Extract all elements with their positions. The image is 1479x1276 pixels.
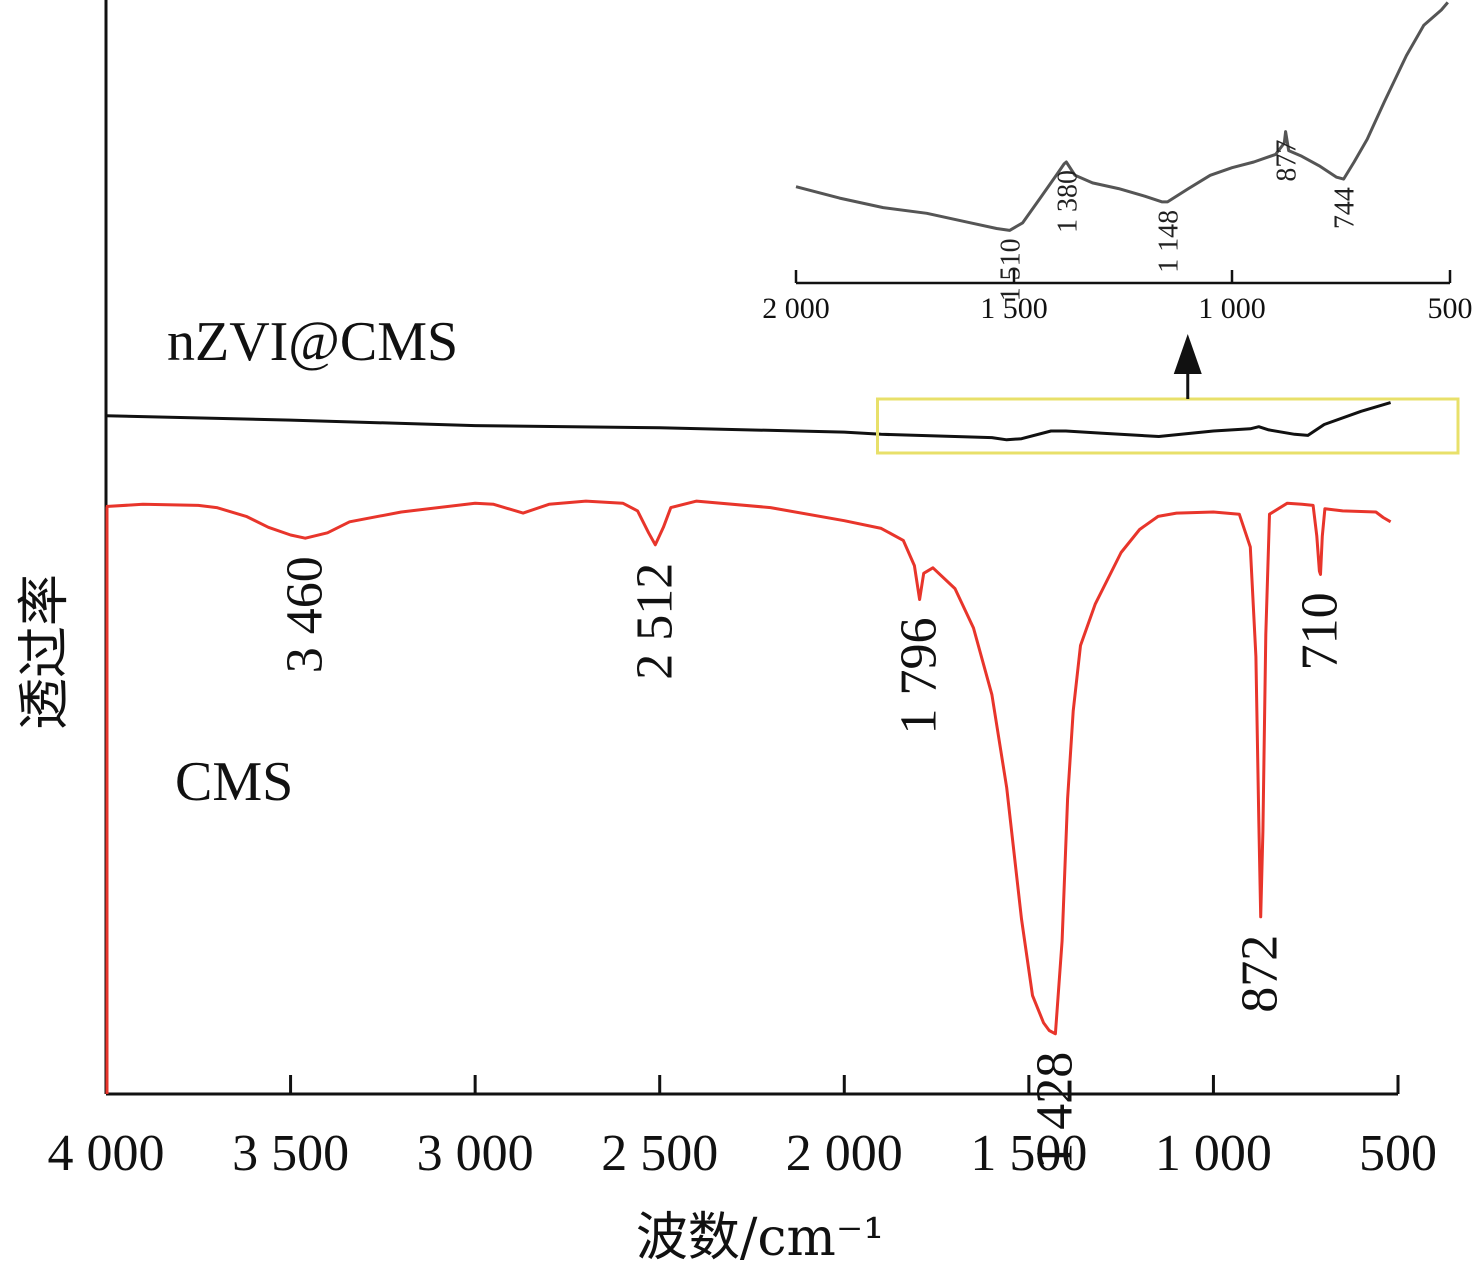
inset-x-axis-ticks [794, 270, 1452, 283]
peak-label: 872 [1232, 935, 1289, 1013]
inset-peak-label: 1 148 [1154, 210, 1185, 273]
zoom-highlight-box [876, 397, 1460, 455]
inset-peak-label: 1 380 [1052, 170, 1083, 233]
inset-peak-label: 744 [1330, 187, 1361, 229]
x-tick-label: 2 000 [786, 1125, 903, 1182]
x-tick-label: 500 [1359, 1125, 1437, 1182]
series-line-nzvi-cms [105, 401, 1392, 442]
x-axis-tick-labels: 4 000 3 500 3 000 2 500 2 000 1 500 1 000 500 [48, 1125, 1438, 1182]
inset-series-line [795, 1, 1449, 232]
inset-x-axis-tick-labels: 2 000 1 500 1 000 500 [762, 292, 1472, 325]
x-axis-title: 波数/cm⁻¹ [636, 1208, 884, 1268]
zoom-arrow-head-icon [1173, 334, 1202, 374]
series-label-cms: CMS [175, 751, 293, 813]
y-axis-title: 透过率 [15, 574, 75, 730]
inset-x-tick-label: 2 000 [762, 292, 830, 325]
inset-peak-label: 877 [1272, 140, 1303, 182]
x-tick-label: 1 500 [970, 1125, 1087, 1182]
peak-label: 3 460 [276, 556, 333, 673]
x-tick-label: 3 500 [232, 1125, 349, 1182]
x-tick-label: 2 500 [601, 1125, 718, 1182]
peak-label: 710 [1292, 592, 1349, 670]
inset-plot-series [795, 1, 1449, 232]
inset-peak-labels: 1 510 1 380 1 148 877 744 [996, 140, 1361, 302]
cms-peak-labels: 3 460 2 512 1 796 1 428 872 710 [276, 556, 1348, 1169]
peak-label: 1 796 [891, 618, 948, 735]
series-line-cms [105, 499, 1392, 1036]
inset-x-tick-label: 500 [1428, 292, 1473, 325]
x-tick-label: 1 000 [1155, 1125, 1272, 1182]
series-label-nzvi: nZVI@CMS [167, 311, 458, 373]
inset-x-tick-label: 1 000 [1198, 292, 1266, 325]
main-plot-series [105, 401, 1392, 1094]
x-tick-label: 4 000 [48, 1125, 165, 1182]
peak-label: 2 512 [626, 563, 683, 680]
x-axis-ticks [104, 1075, 1400, 1094]
x-tick-label: 3 000 [417, 1125, 534, 1182]
peak-label: 1 428 [1026, 1052, 1083, 1169]
inset-x-tick-label: 1 500 [980, 292, 1048, 325]
inset-peak-label: 1 510 [996, 238, 1027, 301]
